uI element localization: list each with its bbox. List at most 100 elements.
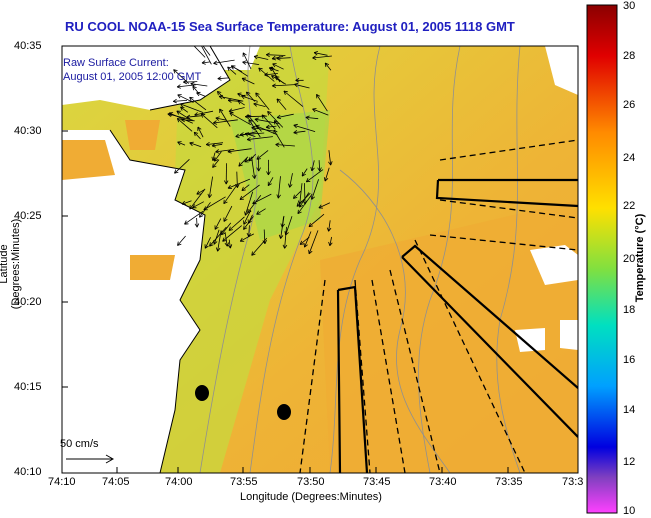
current-vector xyxy=(181,200,192,205)
current-vector xyxy=(256,208,266,215)
current-vector-head xyxy=(192,86,194,91)
current-vector-head xyxy=(246,136,251,140)
current-vector-head xyxy=(261,114,266,117)
current-vector-head xyxy=(213,122,218,125)
current-vector-head xyxy=(177,94,181,99)
current-vector-head xyxy=(218,94,224,97)
current-vector-head xyxy=(196,92,200,97)
current-vector-head xyxy=(242,61,246,65)
current-vector xyxy=(189,96,207,111)
land-north xyxy=(62,46,230,110)
current-vector xyxy=(221,222,232,236)
current-vector-head xyxy=(196,223,200,228)
current-vector-head xyxy=(212,165,217,168)
current-vector-head xyxy=(305,117,310,121)
current-vector xyxy=(186,115,202,118)
x-tick: 74:05 xyxy=(102,476,130,488)
current-vector-head xyxy=(239,195,243,200)
current-vector-head xyxy=(246,232,250,237)
current-vector xyxy=(299,192,310,208)
current-vector-head xyxy=(237,92,242,95)
current-vector xyxy=(294,83,310,89)
current-vector-head xyxy=(246,91,251,94)
axis-ticks xyxy=(61,45,579,474)
current-vector-head xyxy=(280,235,284,239)
current-vector xyxy=(192,201,204,209)
colorbar-tick: 30 xyxy=(623,0,636,12)
current-vector-head xyxy=(235,133,239,137)
current-vector xyxy=(227,148,252,153)
current-vector xyxy=(263,229,266,244)
current-vector-head xyxy=(312,108,317,110)
current-vector xyxy=(243,209,252,225)
current-vector-head xyxy=(244,158,248,163)
coastline-north xyxy=(149,46,231,111)
x-tick: 73:45 xyxy=(363,476,391,488)
map-frame xyxy=(61,45,579,474)
current-vector xyxy=(276,57,291,59)
current-vector-head xyxy=(310,166,313,171)
current-vector xyxy=(176,110,189,120)
current-vector xyxy=(273,129,285,148)
current-vector-head xyxy=(228,226,231,231)
current-vector-head xyxy=(270,66,275,70)
current-vector-head xyxy=(176,86,181,89)
current-vector-head xyxy=(242,52,247,56)
current-vector-head xyxy=(296,204,301,207)
current-vector-head xyxy=(294,82,299,85)
current-vector xyxy=(254,118,280,124)
current-vector-head xyxy=(330,161,333,166)
current-vector xyxy=(241,95,258,102)
current-vector xyxy=(212,143,223,147)
current-vector-head xyxy=(201,62,206,65)
current-vector-head xyxy=(326,227,329,232)
current-vector xyxy=(272,84,295,87)
current-vector xyxy=(190,83,208,87)
current-vector xyxy=(202,46,211,56)
current-vector-head xyxy=(184,220,187,225)
current-vector-head xyxy=(272,63,276,68)
current-vector xyxy=(258,67,275,82)
current-vector-head xyxy=(265,126,270,130)
cloud-gap-2 xyxy=(530,245,578,285)
scale-label: 50 cm/s xyxy=(60,438,99,450)
current-vector-head xyxy=(317,167,321,172)
current-vector-head xyxy=(271,55,276,60)
current-vector-head xyxy=(251,253,256,256)
current-vector-head xyxy=(267,111,272,113)
current-vector-head xyxy=(213,120,217,124)
surface-current-arrows xyxy=(167,46,333,256)
current-vector-head xyxy=(245,132,250,134)
current-vector-head xyxy=(193,132,196,137)
x-axis-label: Longitude (Degrees:Minutes) xyxy=(240,491,382,503)
cloud-gap-1 xyxy=(545,46,578,95)
current-vector-head xyxy=(255,125,259,129)
x-tick: 74:10 xyxy=(48,476,76,488)
current-vector xyxy=(256,150,269,160)
current-vector-head xyxy=(276,56,281,59)
current-vector xyxy=(241,184,250,191)
current-vector-head xyxy=(283,90,288,93)
current-vector-head xyxy=(262,240,266,245)
current-vector xyxy=(189,188,206,210)
current-vector-head xyxy=(213,60,217,64)
current-vector-head xyxy=(276,114,281,118)
current-vector-head xyxy=(253,103,257,107)
current-vector-head xyxy=(199,215,204,218)
current-vector xyxy=(318,202,331,209)
x-tick: 73:55 xyxy=(230,476,258,488)
current-vector xyxy=(228,239,231,249)
current-vector xyxy=(177,141,186,146)
current-vector-head xyxy=(227,244,231,249)
current-vector xyxy=(180,106,189,113)
current-vector-head xyxy=(283,90,286,95)
current-vector-head xyxy=(227,151,232,154)
current-vector xyxy=(228,99,240,102)
current-vector-head xyxy=(173,101,177,104)
current-vector xyxy=(240,233,254,242)
y-tick: 40:20 xyxy=(14,296,42,308)
current-vector-head xyxy=(177,241,179,246)
current-vector-head xyxy=(223,180,227,185)
current-vector-head xyxy=(254,174,257,179)
current-vector-head xyxy=(242,60,247,63)
